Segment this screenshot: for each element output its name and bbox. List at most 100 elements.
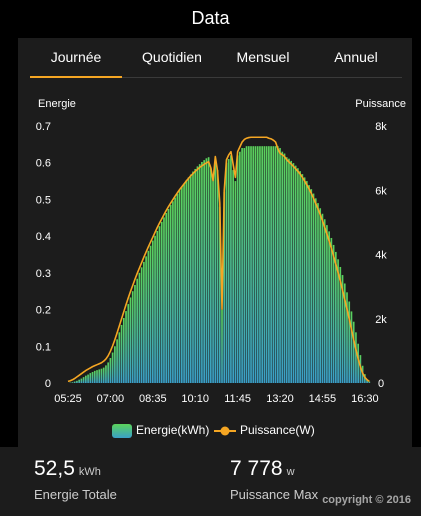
energy-bar [297, 168, 299, 383]
energy-bar [308, 185, 310, 383]
energy-bar [118, 332, 121, 383]
y-left-tick-label: 0.5 [36, 194, 51, 206]
energy-bar [100, 368, 103, 383]
y-left-tick-label: 0.4 [36, 231, 51, 243]
energy-bar [281, 151, 284, 383]
active-tab-indicator [30, 76, 122, 78]
energy-bar [214, 159, 217, 383]
energy-bar [136, 278, 139, 383]
energy-bar [232, 170, 234, 383]
energy-bar [105, 365, 107, 383]
y-right-tick-label: 8k [375, 121, 387, 133]
energy-bar [125, 311, 127, 383]
energy-bar [339, 266, 342, 383]
energy-bar [317, 203, 319, 383]
energy-bar [350, 311, 353, 383]
tab-journee[interactable]: Journée [50, 49, 102, 65]
energy-total-unit: kWh [78, 466, 101, 478]
energy-bar [270, 146, 272, 383]
energy-bar [176, 193, 179, 383]
y-left-tick-label: 0.2 [36, 305, 51, 317]
energy-bar [341, 275, 344, 383]
energy-bar [163, 217, 165, 383]
energy-bar [212, 177, 214, 383]
energy-bar [207, 157, 210, 383]
energy-bar [288, 158, 290, 383]
energy-bar [102, 367, 105, 383]
energy-bar [247, 146, 250, 383]
energy-bar [259, 146, 261, 383]
energy-bar [343, 283, 346, 383]
energy-bar [346, 292, 348, 383]
power-line [67, 136, 370, 383]
energy-bar [239, 151, 241, 383]
tab-quotidien[interactable]: Quotidien [142, 49, 202, 65]
energy-bar [332, 244, 335, 383]
energy-bar [82, 377, 85, 383]
x-tick-label: 11:45 [224, 393, 251, 405]
energy-bar [276, 146, 279, 383]
energy-bar [198, 164, 201, 383]
energy-bar [178, 190, 181, 383]
energy-bar [268, 146, 270, 383]
energy-bar [319, 208, 322, 383]
energy-bar [189, 174, 192, 383]
energy-bar [301, 174, 304, 383]
energy-bar [221, 309, 223, 383]
y-left-tick-label: 0.1 [36, 341, 51, 353]
energy-bar [93, 370, 96, 383]
energy-bar [87, 374, 89, 383]
energy-bar [131, 291, 134, 383]
energy-bar [107, 362, 110, 383]
tab-mensuel[interactable]: Mensuel [236, 49, 290, 65]
stats-panel: 52,5 kWh Energie Totale 7 778 w Puissance … [0, 447, 421, 516]
energy-bar [366, 379, 368, 383]
power-max-unit: w [286, 466, 295, 478]
energy-bar [256, 146, 259, 383]
energy-bar [261, 146, 264, 383]
tab-annuel[interactable]: Annuel [334, 49, 378, 65]
x-tick-label: 14:55 [309, 393, 337, 405]
energy-bar [227, 159, 230, 383]
energy-bar [348, 301, 351, 383]
y-right-tick-label: 0 [378, 378, 384, 390]
chart-panel: Journée Quotidien Mensuel Annuel Energie… [18, 38, 412, 447]
energy-bar [85, 375, 87, 383]
energy-bar [165, 213, 168, 383]
energy-bar [89, 373, 92, 383]
power-max-value: 7 778 w [230, 457, 295, 481]
y-left-tick-label: 0.3 [36, 268, 51, 280]
energy-bar [335, 251, 337, 383]
energy-total-value: 52,5 kWh [34, 457, 101, 481]
energy-bar [73, 381, 76, 383]
energy-bar [154, 235, 156, 383]
energy-bar [314, 198, 317, 383]
energy-total-label: Energie Totale [34, 487, 117, 502]
energy-bar [279, 148, 281, 383]
energy-bar [368, 381, 371, 383]
energy-bar [265, 146, 268, 383]
energy-bar [205, 158, 208, 383]
energy-bar [201, 161, 203, 383]
energy-bar [285, 157, 288, 383]
y-right-tick-label: 4k [375, 250, 387, 262]
energy-bar [185, 180, 188, 383]
energy-bar [187, 177, 190, 383]
energy-bar [230, 155, 232, 383]
y-left-tick-label: 0.7 [36, 121, 51, 133]
energy-bar [172, 201, 174, 383]
energy-bar [330, 237, 333, 383]
energy-bar [98, 369, 101, 383]
energy-bar [274, 146, 277, 383]
energy-bar [254, 146, 257, 383]
energy-bar [321, 213, 324, 383]
y-left-tick-label: 0.6 [36, 158, 51, 170]
y-right-axis-title: Puissance [355, 98, 406, 110]
energy-bar [145, 256, 147, 383]
energy-bar [160, 221, 163, 383]
energy-bar [158, 226, 161, 383]
x-tick-label: 10:10 [181, 393, 209, 405]
energy-bar [149, 245, 152, 383]
energy-bar [326, 225, 328, 383]
energy-bar [218, 206, 221, 383]
